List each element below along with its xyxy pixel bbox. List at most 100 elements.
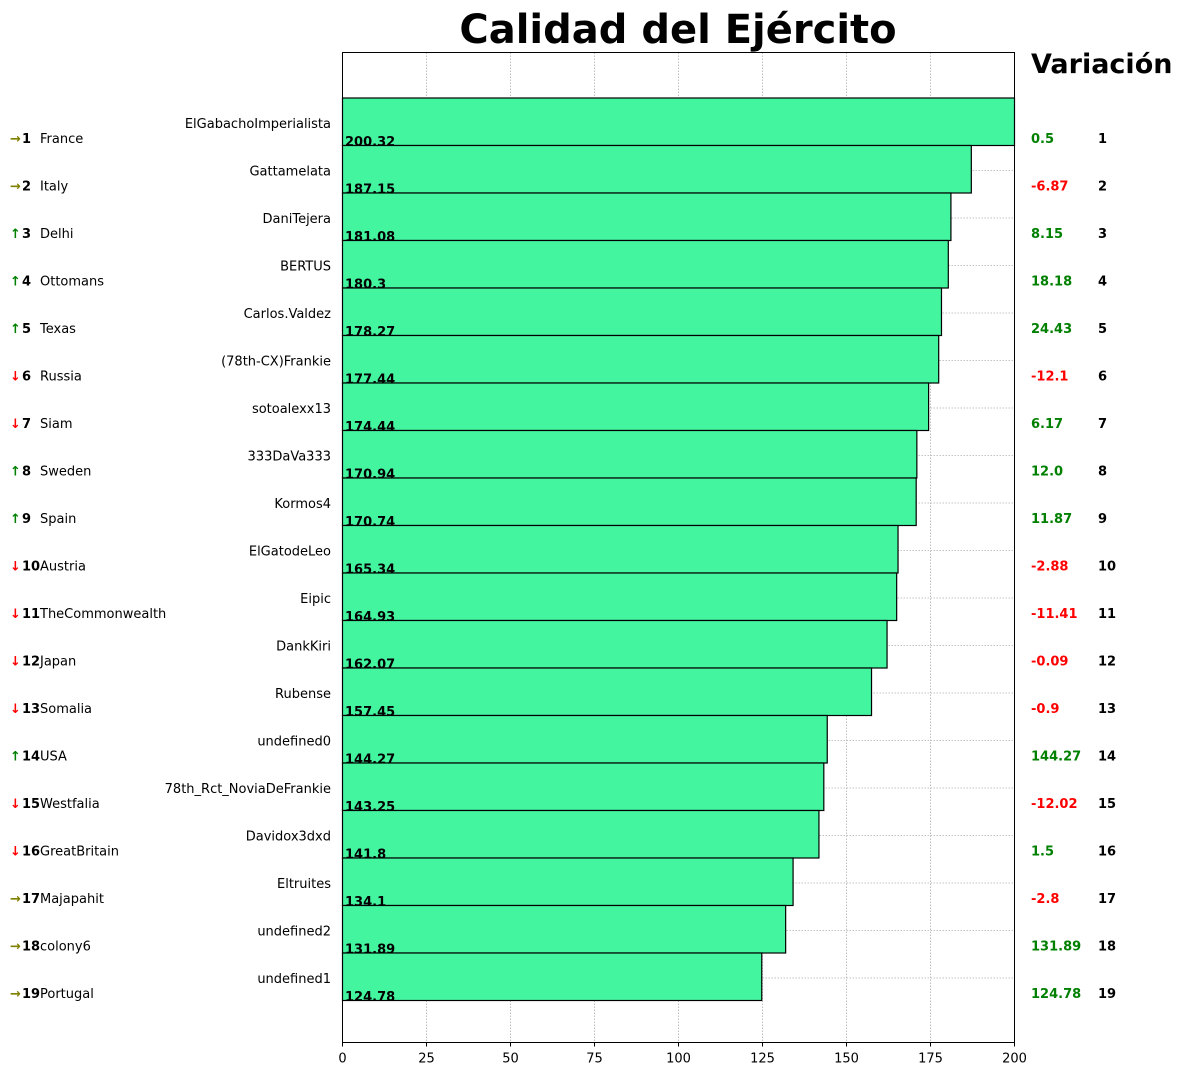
trend-icon: ↓ [10, 797, 21, 812]
trend-icon: ↓ [10, 370, 21, 385]
variation-label: -0.09 [1031, 655, 1068, 670]
x-tick-label: 125 [750, 1052, 775, 1067]
country-label: Siam [40, 417, 73, 432]
trend-icon: → [10, 987, 21, 1002]
x-tick-label: 100 [666, 1052, 691, 1067]
bar [341, 144, 972, 194]
value-label: 177.44 [345, 373, 395, 388]
variation-label: 8.15 [1031, 227, 1063, 242]
bar [341, 239, 949, 289]
value-label: 170.74 [345, 515, 395, 530]
rank-label: 1 [22, 132, 31, 147]
variation-header: Variación [1031, 49, 1173, 80]
player-label: Eltruites [277, 877, 331, 892]
right-rank-label: 19 [1098, 987, 1116, 1002]
value-label: 180.3 [345, 278, 386, 293]
player-label: BERTUS [280, 260, 331, 275]
trend-icon: → [10, 940, 21, 955]
value-label: 170.94 [345, 468, 395, 483]
variation-label: 24.43 [1031, 322, 1072, 337]
variation-label: 144.27 [1031, 750, 1081, 765]
player-label: DankKiri [276, 640, 331, 655]
rank-label: 19 [22, 987, 40, 1002]
rank-label: 13 [22, 702, 40, 717]
rank-label: 16 [22, 845, 40, 860]
player-label: Eipic [300, 592, 331, 607]
right-rank-label: 17 [1098, 892, 1116, 907]
country-label: colony6 [40, 940, 91, 955]
right-rank-label: 16 [1098, 845, 1116, 860]
variation-label: 1.5 [1031, 845, 1054, 860]
bars [341, 97, 1016, 1002]
value-label: 134.1 [345, 895, 386, 910]
right-rank-label: 1 [1098, 132, 1107, 147]
trend-icon: ↓ [10, 560, 21, 575]
right-rank-label: 3 [1098, 227, 1107, 242]
right-rank-label: 7 [1098, 417, 1107, 432]
value-label: 178.27 [345, 325, 395, 340]
right-rank-label: 13 [1098, 702, 1116, 717]
bar [341, 762, 825, 812]
rank-label: 6 [22, 370, 31, 385]
bar [341, 477, 917, 527]
x-tick-label: 200 [1002, 1052, 1027, 1067]
value-label: 165.34 [345, 563, 395, 578]
bar [341, 192, 952, 242]
player-label: DaniTejera [263, 212, 331, 227]
value-label: 141.8 [345, 848, 386, 863]
value-label: 174.44 [345, 420, 395, 435]
trend-icon: → [10, 180, 21, 195]
country-label: Italy [40, 180, 69, 195]
trend-icon: ↓ [10, 702, 21, 717]
variation-label: -0.9 [1031, 702, 1059, 717]
right-rank-label: 6 [1098, 370, 1107, 385]
bar [341, 904, 787, 954]
bar [341, 287, 943, 337]
bar [341, 97, 1016, 147]
variation-label: 11.87 [1031, 512, 1072, 527]
x-tick-label: 25 [418, 1052, 435, 1067]
country-label: Japan [39, 655, 76, 670]
country-label: Austria [40, 560, 86, 575]
player-label: ElGatodeLeo [249, 545, 331, 560]
player-label: Carlos.Valdez [244, 307, 332, 322]
player-label: ElGabachoImperialista [185, 117, 331, 132]
player-label: (78th-CX)Frankie [221, 355, 331, 370]
player-label: 333DaVa333 [248, 450, 331, 465]
right-rank-label: 12 [1098, 655, 1116, 670]
variation-label: -12.02 [1031, 797, 1078, 812]
x-tick-label: 150 [834, 1052, 859, 1067]
rank-label: 17 [22, 892, 40, 907]
value-label: 162.07 [345, 658, 395, 673]
country-label: Ottomans [40, 275, 104, 290]
value-label: 157.45 [345, 705, 395, 720]
value-label: 131.89 [345, 943, 395, 958]
bar [341, 382, 930, 432]
right-rank-label: 5 [1098, 322, 1107, 337]
player-label: Gattamelata [249, 165, 331, 180]
x-axis: 0 25 50 75 100 125 150 175 200 [338, 1042, 1027, 1067]
right-rank-label: 18 [1098, 940, 1116, 955]
value-label: 181.08 [345, 230, 395, 245]
right-rank-label: 8 [1098, 465, 1107, 480]
player-label: Davidox3dxd [246, 830, 331, 845]
country-label: Somalia [40, 702, 92, 717]
variation-label: 0.5 [1031, 132, 1054, 147]
rank-label: 14 [22, 750, 40, 765]
right-rank-label: 15 [1098, 797, 1116, 812]
x-tick-label: 75 [586, 1052, 603, 1067]
country-label: Majapahit [40, 892, 104, 907]
value-label: 124.78 [345, 990, 395, 1005]
rank-label: 7 [22, 417, 31, 432]
player-label: 78th_Rct_NoviaDeFrankie [165, 782, 331, 797]
player-label: undefined2 [257, 925, 331, 940]
rank-label: 5 [22, 322, 31, 337]
trend-icon: ↓ [10, 845, 21, 860]
trend-icon: → [10, 132, 21, 147]
variation-label: -2.8 [1031, 892, 1059, 907]
right-rank-label: 11 [1098, 607, 1116, 622]
trend-icon: ↓ [10, 607, 21, 622]
bar [341, 809, 820, 859]
bar [341, 572, 898, 622]
